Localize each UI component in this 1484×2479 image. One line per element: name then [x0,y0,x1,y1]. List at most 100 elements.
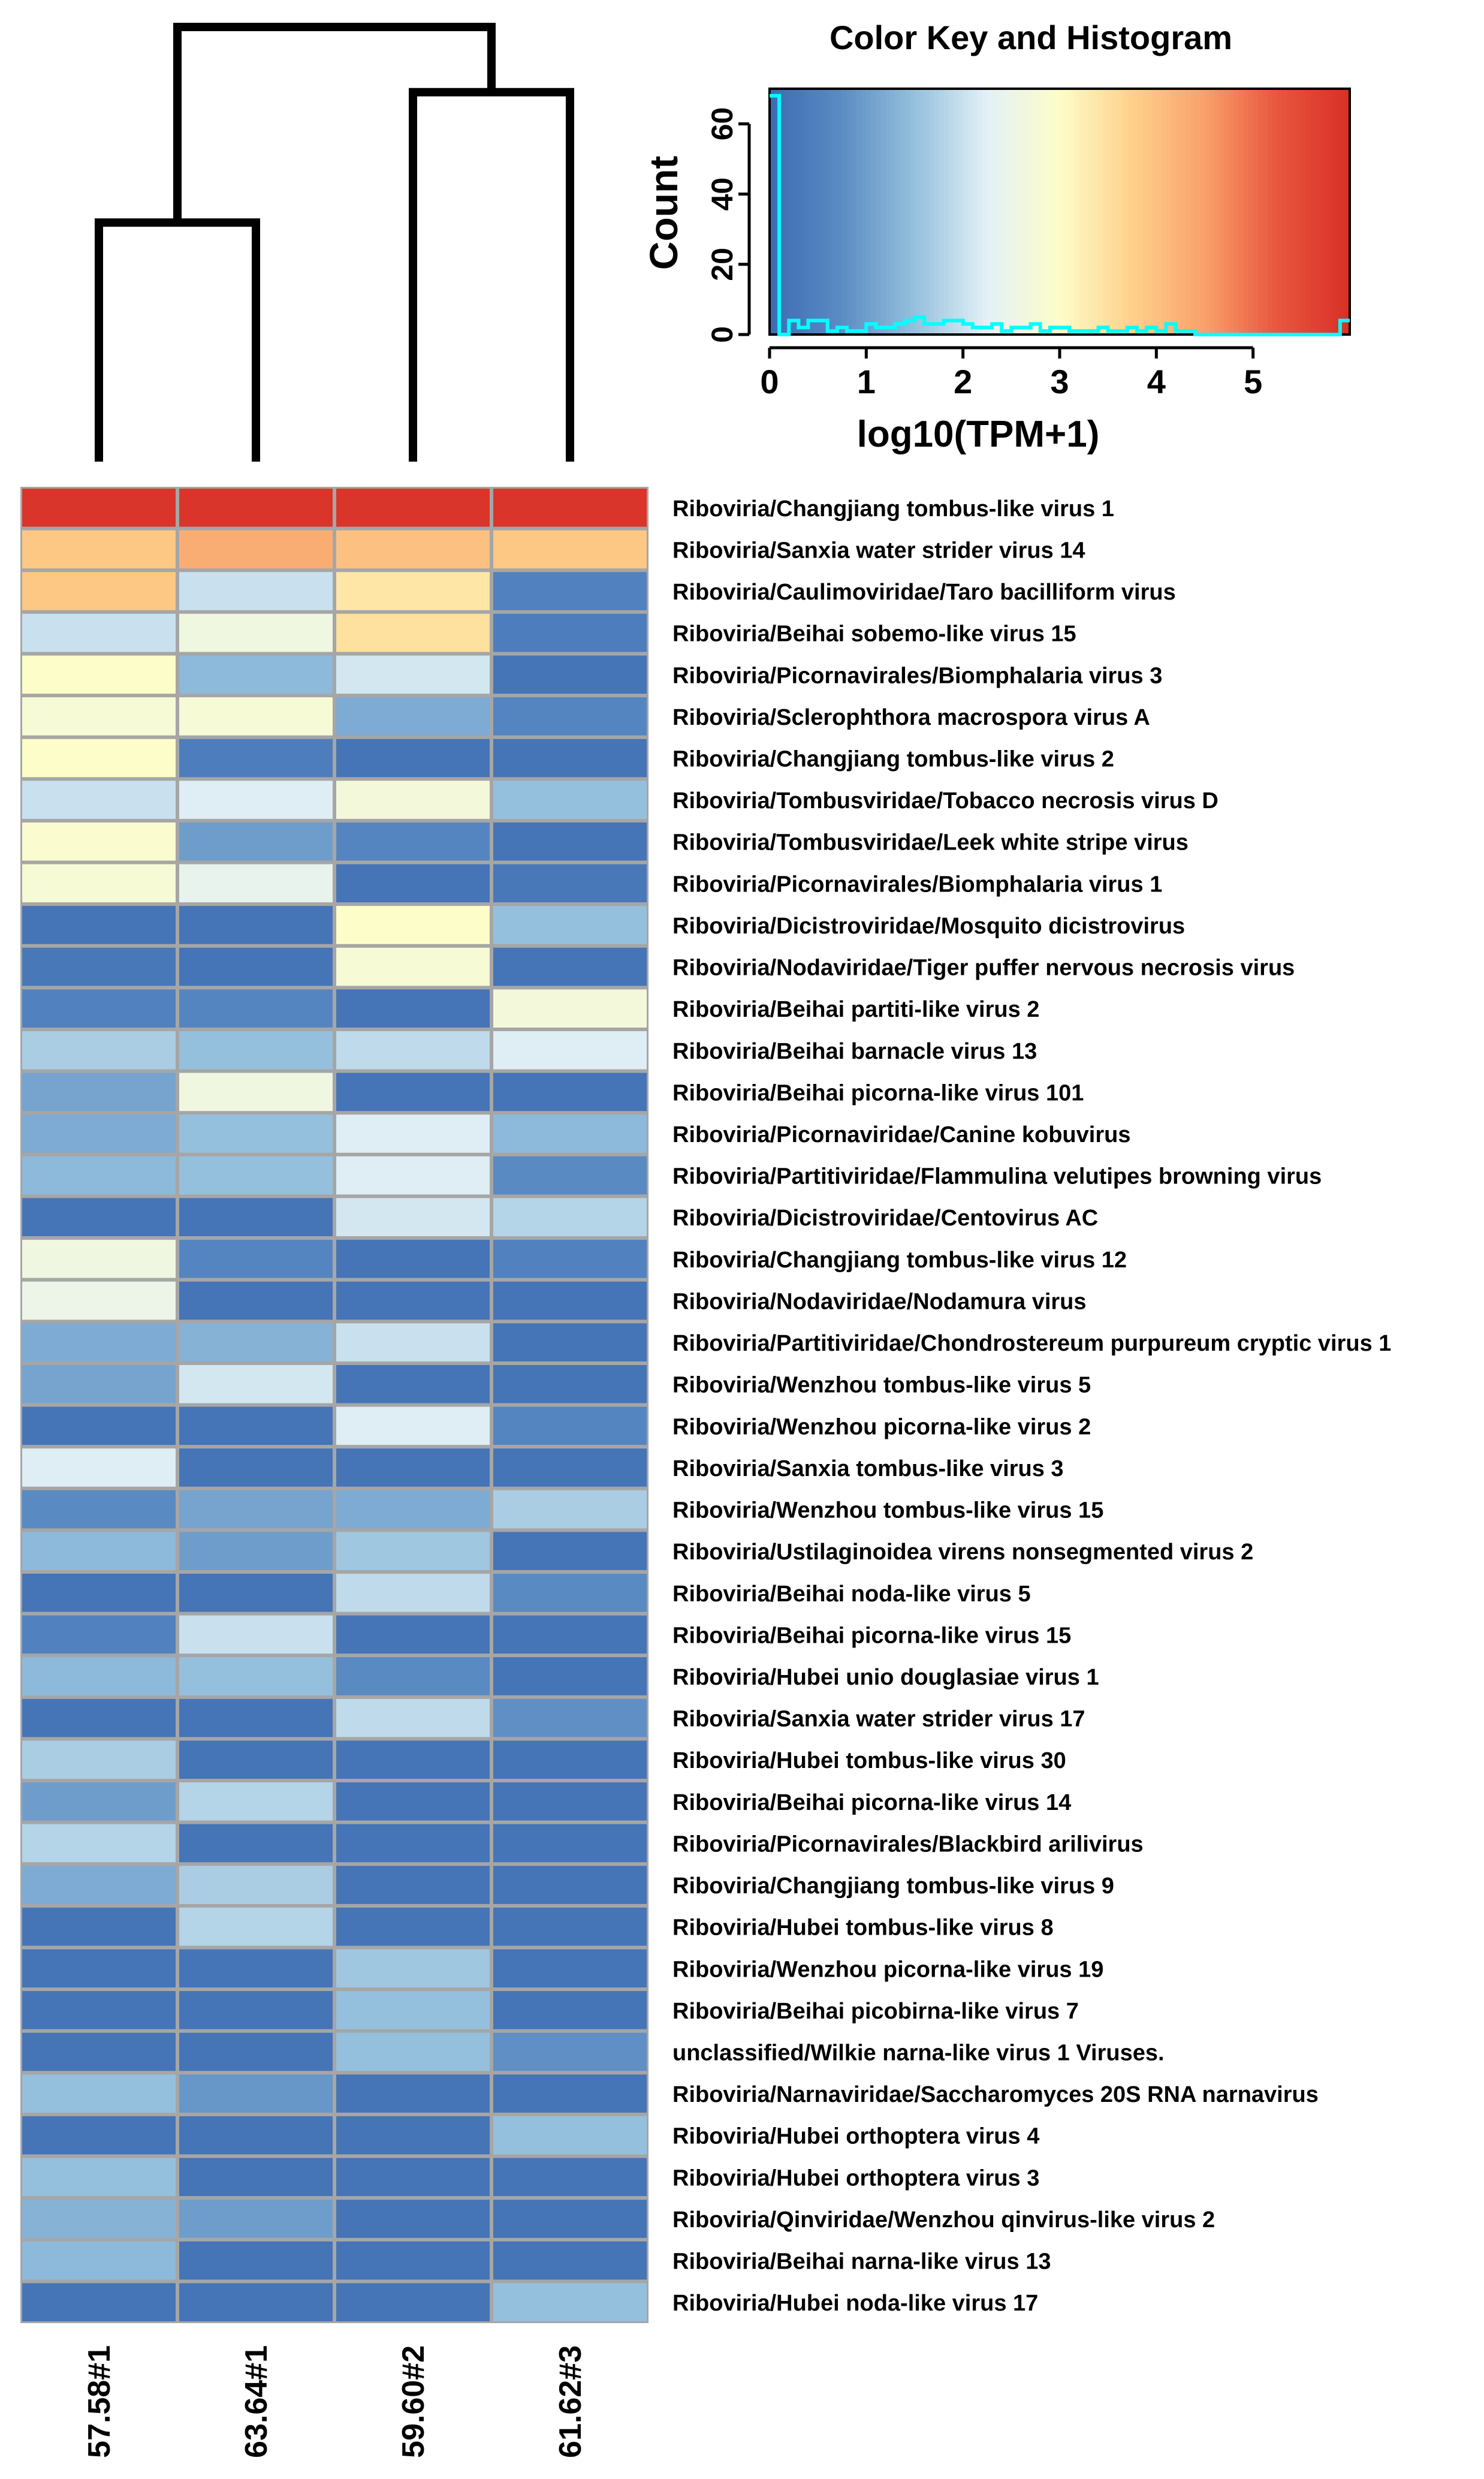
heatmap-cell [336,2158,490,2197]
color-key-band [1108,89,1114,335]
color-key-band [1262,89,1268,335]
color-key-band [770,89,775,335]
color-key-band [992,89,997,335]
color-key-band [953,89,959,335]
color-key-band [1166,89,1172,335]
heatmap-cell [179,1073,333,1112]
color-key-band [1233,89,1239,335]
color-key-band [1161,89,1167,335]
heatmap-cell [493,2158,647,2197]
color-key-frame [768,88,1351,336]
heatmap-cell [22,1532,176,1570]
row-label: Riboviria/Dicistroviridae/Mosquito dicis… [672,914,1185,939]
heatmap-cell [22,1115,176,1153]
heatmap-cell [336,1657,490,1695]
color-key-band [1079,89,1085,335]
row-label: Riboviria/Sanxia tombus-like virus 3 [672,1456,1064,1481]
color-key-band [1074,89,1080,335]
color-key-band [1151,89,1157,335]
heatmap-cell [493,1782,647,1821]
heatmap-cell [336,1782,490,1821]
heatmap-cell [336,613,490,652]
heatmap-cell [493,1740,647,1779]
heatmap-cell [179,1031,333,1070]
color-key-band [1137,89,1142,335]
heatmap-cell [22,822,176,861]
row-label: Riboviria/Sanxia water strider virus 17 [672,1707,1085,1732]
color-key-band [1060,89,1065,335]
heatmap-cell [336,1532,490,1570]
heatmap-cell [493,2032,647,2071]
row-label: Riboviria/Wenzhou tombus-like virus 5 [672,1373,1091,1398]
heatmap-cell [336,1198,490,1236]
color-key-band [904,89,910,335]
color-key-band [1224,89,1230,335]
row-label: Riboviria/Dicistroviridae/Centovirus AC [672,1206,1098,1231]
heatmap-cell [22,2200,176,2238]
column-label: 63.64#1 [239,2345,274,2458]
row-label: Riboviria/Changjiang tombus-like virus 9 [672,1873,1114,1899]
row-label: Riboviria/Beihai picorna-like virus 15 [672,1623,1071,1648]
heatmap-cell [336,1031,490,1070]
row-label: Riboviria/Beihai partiti-like virus 2 [672,997,1039,1022]
heatmap-cell [179,1115,333,1153]
color-key-band [982,89,988,335]
heatmap-cell [179,1698,333,1737]
heatmap-cell [336,1574,490,1612]
heatmap-cell [493,947,647,986]
heatmap-cell [493,1490,647,1529]
color-key-band [1301,89,1307,335]
heatmap-cell [179,489,333,527]
heatmap-cell [493,572,647,610]
heatmap-cell [179,2032,333,2071]
heatmap-cell [493,530,647,569]
heatmap-cell [336,2200,490,2238]
color-key-band [1002,89,1008,335]
heatmap-cell [179,613,333,652]
y-tick-label: 20 [705,248,739,281]
color-key-band [1156,89,1162,335]
color-key-band [1175,89,1181,335]
column-label: 61.62#3 [553,2345,588,2458]
row-label: unclassified/Wilkie narna-like virus 1 V… [672,2041,1165,2066]
color-key-band [909,89,915,335]
heatmap-cell [22,1782,176,1821]
color-key-band [1040,89,1046,335]
heatmap-cell [22,864,176,903]
heatmap-cell [179,1448,333,1487]
heatmap-cell [22,1824,176,1863]
heatmap-cell [179,1740,333,1779]
color-key-band [1320,89,1326,335]
row-label: Riboviria/Narnaviridae/Saccharomyces 20S… [672,2082,1319,2107]
color-key-band [997,89,1002,335]
color-key-band [1103,89,1109,335]
heatmap-cell [493,1323,647,1362]
color-key-band [856,89,862,335]
color-key-band [939,89,945,335]
color-key-band [1316,89,1322,335]
x-tick-label: 5 [1244,363,1262,400]
color-key-band [1117,89,1123,335]
color-key-band [1277,89,1283,335]
heatmap-cell [493,1073,647,1112]
row-label: Riboviria/Picornavirales/Biomphalaria vi… [672,663,1162,688]
heatmap-cell [179,1782,333,1821]
row-label: Riboviria/Beihai picorna-like virus 101 [672,1080,1084,1106]
heatmap-cell [179,1949,333,1988]
row-label: Riboviria/Hubei tombus-like virus 30 [672,1748,1066,1773]
heatmap-cell [336,655,490,694]
color-key-band [1306,89,1312,335]
y-tick-label: 0 [705,326,739,343]
heatmap-cell [179,822,333,861]
heatmap-cell [22,1740,176,1779]
histogram-y-label: Count [641,156,686,270]
heatmap-cell [22,1574,176,1612]
row-label: Riboviria/Beihai noda-like virus 5 [672,1582,1031,1607]
color-key-band [842,89,847,335]
heatmap-cell [179,739,333,778]
color-key-band [789,89,795,335]
heatmap-cells [22,489,647,2321]
heatmap-cell [22,739,176,778]
row-label: Riboviria/Changjiang tombus-like virus 1 [672,496,1114,522]
color-key-band [1016,89,1022,335]
